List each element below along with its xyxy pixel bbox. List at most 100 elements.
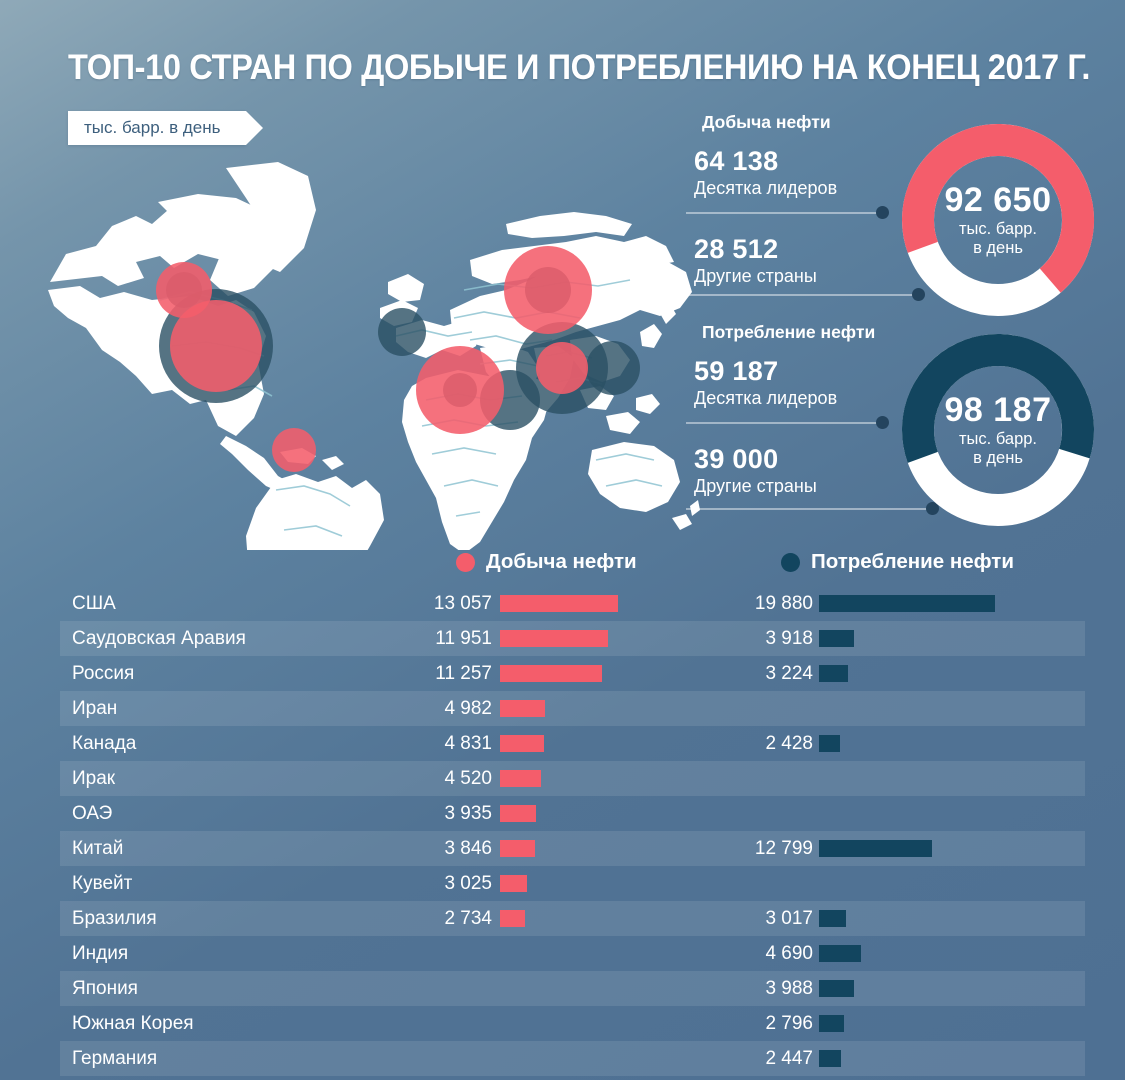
donut-others-label-production: Другие страны (694, 266, 817, 286)
production-bar (500, 700, 546, 717)
production-bar (500, 735, 544, 752)
country-name: Бразилия (72, 907, 157, 929)
leader-line-consumption-others (686, 508, 932, 510)
consumption-bar (819, 945, 861, 962)
consumption-bar (819, 980, 855, 997)
production-cell: 4 831 (390, 726, 720, 761)
consumption-cell: 19 880 (725, 586, 1085, 621)
consumption-bar (819, 595, 995, 612)
legend-item-consumption: Потребление нефти (781, 550, 1014, 574)
leader-line-production-others (686, 294, 918, 296)
production-value: 4 982 (444, 698, 492, 719)
production-value: 3 846 (444, 838, 492, 859)
map-bubble-production (272, 428, 316, 472)
country-name: Россия (72, 662, 135, 684)
production-cell: 4 982 (390, 691, 720, 726)
consumption-value: 2 447 (765, 1048, 813, 1069)
table-row: Ирак 4 520 (60, 761, 1085, 796)
map-bubbles (156, 246, 640, 472)
legend-label-production: Добыча нефти (486, 550, 637, 573)
country-name: Индия (72, 942, 129, 964)
consumption-value: 3 017 (765, 908, 813, 929)
legend-label-consumption: Потребление нефти (811, 550, 1014, 573)
table-row: Россия 11 257 3 224 (60, 656, 1085, 691)
donut-others-stat-production: 28 512 Другие страны (694, 234, 1014, 288)
production-cell (390, 971, 720, 1006)
country-name: Кувейт (72, 872, 133, 894)
consumption-value: 4 690 (765, 943, 813, 964)
production-bar (500, 805, 536, 822)
consumption-value: 3 224 (765, 663, 813, 684)
header: ТОП-10 СТРАН ПО ДОБЫЧЕ И ПОТРЕБЛЕНИЮ НА … (0, 0, 1125, 160)
production-cell: 3 935 (390, 796, 720, 831)
consumption-cell (725, 866, 1085, 901)
legend: Добыча нефти Потребление нефти (0, 546, 1125, 584)
table-row: Кувейт 3 025 (60, 866, 1085, 901)
donut-leaders-value-consumption: 59 187 (694, 356, 779, 386)
table-row: Китай 3 846 12 799 (60, 831, 1085, 866)
consumption-cell: 3 918 (725, 621, 1085, 656)
production-cell: 4 520 (390, 761, 720, 796)
map-bubble-production (170, 300, 262, 392)
production-cell: 3 025 (390, 866, 720, 901)
donut-chart-production: 92 650 тыс. барр. в день (898, 120, 1098, 320)
production-value: 3 025 (444, 873, 492, 894)
consumption-value: 3 918 (765, 628, 813, 649)
leader-line-production-leaders (686, 212, 882, 214)
table-row: Саудовская Аравия 11 951 3 918 (60, 621, 1085, 656)
donut-heading-production: Добыча нефти (702, 112, 831, 132)
consumption-bar (819, 1050, 841, 1067)
donut-leaders-stat-production: 64 138 Десятка лидеров (694, 146, 1014, 200)
production-cell (390, 1041, 720, 1076)
country-name: Канада (72, 732, 137, 754)
unit-tag-label: тыс. барр. в день (84, 118, 221, 137)
production-bar (500, 665, 602, 682)
country-name: Ирак (72, 767, 116, 789)
production-bar (500, 770, 541, 787)
table-row: Канада 4 831 2 428 (60, 726, 1085, 761)
donut-others-stat-consumption: 39 000 Другие страны (694, 444, 1014, 498)
leader-dot-consumption-leaders (876, 416, 889, 429)
leader-dot-production-others (912, 288, 925, 301)
consumption-cell (725, 796, 1085, 831)
country-name: Саудовская Аравия (72, 627, 246, 649)
unit-tag: тыс. барр. в день (68, 111, 265, 145)
consumption-cell: 12 799 (725, 831, 1085, 866)
leader-dot-consumption-others (926, 502, 939, 515)
table-row: США 13 057 19 880 (60, 586, 1085, 621)
donut-leaders-value-production: 64 138 (694, 146, 779, 176)
production-bar (500, 910, 525, 927)
donut-leaders-label-production: Десятка лидеров (694, 178, 838, 198)
country-name: Германия (72, 1047, 158, 1069)
map-bubble-consumption (586, 341, 640, 395)
donut-others-value-consumption: 39 000 (694, 444, 779, 474)
map-bubble-production (156, 262, 212, 318)
consumption-cell: 3 988 (725, 971, 1085, 1006)
consumption-cell: 2 447 (725, 1041, 1085, 1076)
map-bubble-consumption (378, 308, 426, 356)
page-title: ТОП-10 СТРАН ПО ДОБЫЧЕ И ПОТРЕБЛЕНИЮ НА … (68, 48, 1091, 87)
consumption-cell: 2 796 (725, 1006, 1085, 1041)
production-bar (500, 840, 535, 857)
consumption-bar (819, 630, 854, 647)
table-row: Бразилия 2 734 3 017 (60, 901, 1085, 936)
consumption-bar (819, 665, 848, 682)
donut-svg-consumption (902, 333, 1094, 526)
map-bubble-production (504, 246, 592, 334)
production-value: 11 257 (435, 663, 492, 684)
consumption-cell (725, 691, 1085, 726)
leader-line-consumption-leaders (686, 422, 882, 424)
consumption-bar (819, 735, 841, 752)
donut-panel-consumption: Потребление нефти 59 187 Десятка лидеров… (680, 322, 1100, 537)
production-cell (390, 936, 720, 971)
legend-dot-production-icon (456, 552, 475, 572)
table-row: Южная Корея 2 796 (60, 1006, 1085, 1041)
consumption-cell: 3 224 (725, 656, 1085, 691)
legend-item-production: Добыча нефти (456, 550, 637, 574)
country-name: Япония (72, 977, 138, 999)
consumption-cell: 3 017 (725, 901, 1085, 936)
production-cell: 3 846 (390, 831, 720, 866)
table-row: Германия 2 447 (60, 1041, 1085, 1076)
production-value: 4 831 (444, 733, 492, 754)
donut-arc-consumption (902, 333, 1094, 526)
